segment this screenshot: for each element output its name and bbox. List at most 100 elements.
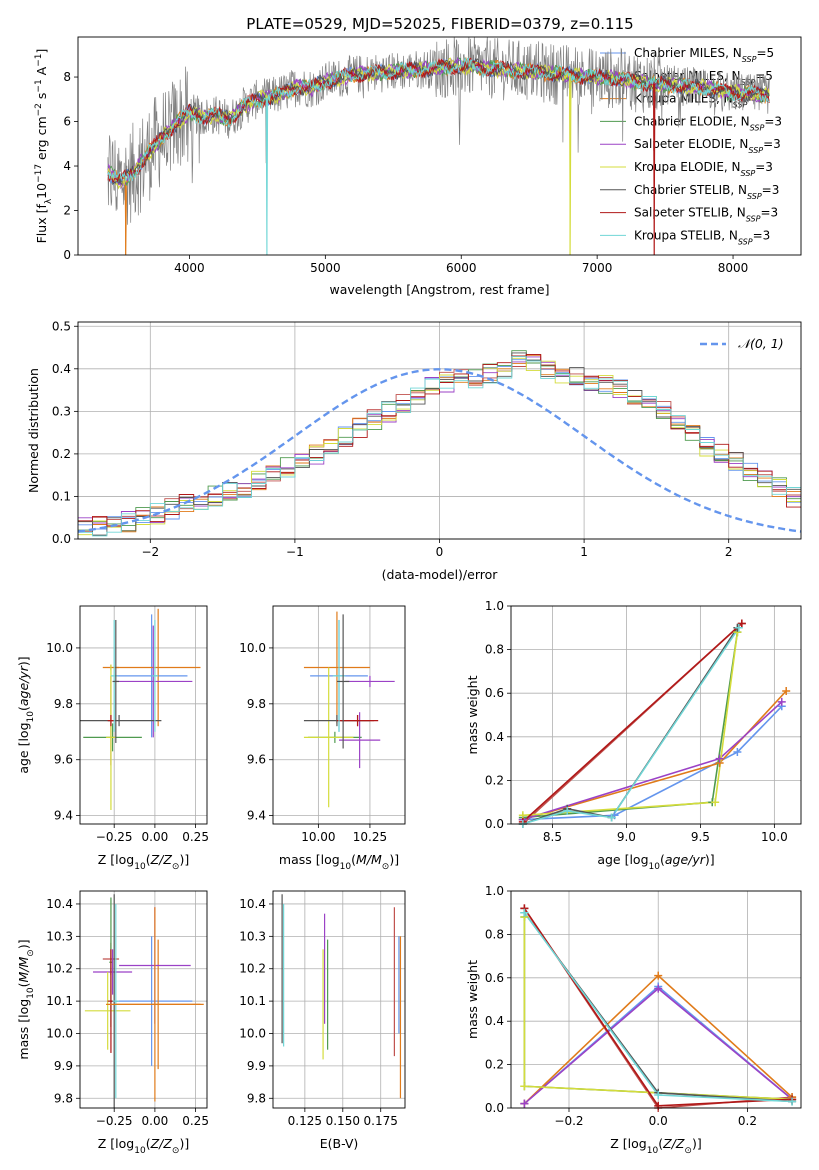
label-part: Z/Z — [662, 1136, 685, 1151]
x-axis-label: wavelength [Angstrom, rest frame] — [329, 282, 549, 297]
y-axis-label: Normed distribution — [26, 368, 41, 493]
y-tick-label: 0.3 — [52, 404, 71, 418]
x-tick-label: 10.25 — [353, 830, 387, 844]
axis-label: Z [log10(Z/Z⊙)] — [98, 1136, 189, 1156]
plot-area-age_vs_Z — [80, 608, 201, 811]
model-line-SaSt — [107, 57, 770, 255]
label-part: ⊙ — [26, 949, 36, 957]
weight-line-KrSt — [522, 627, 740, 824]
label-part: M/M — [356, 852, 382, 867]
y-tick-label: 9.4 — [54, 809, 73, 823]
y-tick-label: 0.2 — [485, 773, 504, 787]
y-tick-label: 0.5 — [52, 319, 71, 333]
label-part: Z [log — [610, 1136, 646, 1151]
y-tick-label: 10.1 — [239, 994, 266, 1008]
label-part: ( — [658, 1136, 663, 1151]
legend-label-ChSt: Chabrier STELIB, NSSP=3 — [634, 183, 779, 201]
label-part: )] — [389, 852, 399, 867]
legend-label-ChEl: Chabrier ELODIE, NSSP=3 — [634, 114, 782, 131]
weight-line-SaEl — [522, 701, 783, 821]
label-part: −2 — [34, 103, 44, 116]
label-part: Z [log — [98, 1136, 134, 1151]
label-part: −17 — [34, 164, 44, 183]
legend-sub: SSP — [742, 55, 757, 64]
plots-container: 4000 5000 6000 7000 8000 0 2 4 6 8 wavelength [Ang… — [16, 36, 802, 1156]
label-part: 10 — [34, 183, 49, 199]
x-tick-label: 9.5 — [691, 830, 710, 844]
x-tick-label: 10.00 — [301, 830, 335, 844]
weight-marker-SaSt — [737, 619, 746, 628]
x-tick-label: −2 — [141, 545, 159, 559]
x-axis-label: E(B-V) — [320, 1136, 359, 1151]
weight-marker-SaEl — [777, 697, 786, 706]
y-tick-label: 10.0 — [239, 1027, 266, 1041]
y-tick-label: 10.0 — [46, 641, 73, 655]
weight-marker-KrMi — [782, 687, 791, 696]
plot-age_vs_mass: 10.00 10.25 9.4 9.6 9.8 10.0 mass [log10(M/M⊙)… — [239, 605, 406, 872]
y-tick-label: 0.0 — [485, 817, 504, 831]
axes-frame — [272, 605, 406, 825]
weight-marker-ChMi — [733, 748, 742, 757]
legend-label-KrSt: Kroupa STELIB, NSSP=3 — [634, 228, 770, 246]
x-tick-label: −1 — [286, 545, 304, 559]
label-part: )] — [16, 939, 31, 949]
legend-suffix: =3 — [762, 183, 780, 197]
label-part: ⊙ — [684, 1146, 692, 1156]
label-part: M/M — [16, 956, 31, 982]
legend-suffix: =3 — [753, 228, 771, 242]
label-part: ( — [16, 706, 31, 711]
y-tick-label: 9.9 — [247, 1059, 266, 1073]
axes-frame — [79, 890, 208, 1109]
weight-line-ChMi — [522, 705, 783, 821]
y-tick-label: 0.8 — [485, 927, 504, 941]
label-part: 10 — [26, 711, 36, 723]
legend-suffix: =3 — [764, 114, 782, 128]
x-tick-label: 0.150 — [326, 1114, 360, 1128]
y-tick-label: 10.3 — [46, 929, 73, 943]
axis-label: age [log10(age/yr)] — [16, 656, 36, 773]
weight-marker-KrMi — [654, 971, 663, 980]
y-axis-label: mass weight — [465, 960, 480, 1039]
x-tick-label: 8.5 — [543, 830, 562, 844]
y-tick-label: 0.1 — [52, 489, 71, 503]
x-tick-label: 4000 — [174, 261, 205, 275]
label-part: )] — [16, 656, 31, 666]
y-tick-label: 0.8 — [485, 643, 504, 657]
axis-label: Z [log10(Z/Z⊙)] — [98, 852, 189, 872]
legend-label-SaSt: Salpeter STELIB, NSSP=3 — [634, 206, 778, 224]
y-tick-label: 2 — [63, 204, 71, 218]
plot-area-residual_hist — [78, 350, 801, 537]
label-part: 10 — [647, 1146, 659, 1156]
label-part: age [log — [597, 852, 648, 867]
weight-marker-KrEl — [711, 798, 720, 807]
label-part: 10 — [134, 1146, 146, 1156]
label-part: ⊙ — [172, 862, 180, 872]
label-part: 10 — [134, 862, 146, 872]
y-tick-label: 9.8 — [247, 1091, 266, 1105]
x-tick-label: 0.125 — [288, 1114, 322, 1128]
x-tick-label: −0.25 — [96, 1114, 133, 1128]
label-part: Z/Z — [150, 852, 173, 867]
model-line-ChEl — [107, 57, 770, 187]
y-tick-label: 10.0 — [239, 641, 266, 655]
plot-area-mass_vs_ebv — [281, 894, 402, 1099]
weight-line-KrMi — [522, 690, 787, 821]
y-tick-label: 0.4 — [485, 1014, 504, 1028]
label-part: ⊙ — [382, 862, 390, 872]
label-part: mass [log — [16, 999, 31, 1060]
y-tick-label: 9.6 — [54, 753, 73, 767]
y-tick-label: 10.2 — [239, 962, 266, 976]
label-part: age/yr — [16, 665, 31, 706]
legend-sub: SSP — [741, 169, 756, 178]
weight-marker-KrSt — [607, 813, 616, 822]
axis-label: age [log10(age/yr)] — [597, 852, 714, 872]
legend-text: Chabrier MILES, N — [634, 46, 742, 60]
y-tick-label: 9.8 — [54, 1091, 73, 1105]
y-tick-label: 9.8 — [247, 697, 266, 711]
y-tick-label: 0.0 — [52, 532, 71, 546]
weight-marker-KrSt — [654, 1090, 663, 1099]
axis-label: mass [log10(M/M⊙)] — [16, 939, 36, 1059]
label-part: )] — [179, 1136, 189, 1151]
x-tick-label: 6000 — [446, 261, 477, 275]
y-tick-label: 8 — [63, 70, 71, 84]
